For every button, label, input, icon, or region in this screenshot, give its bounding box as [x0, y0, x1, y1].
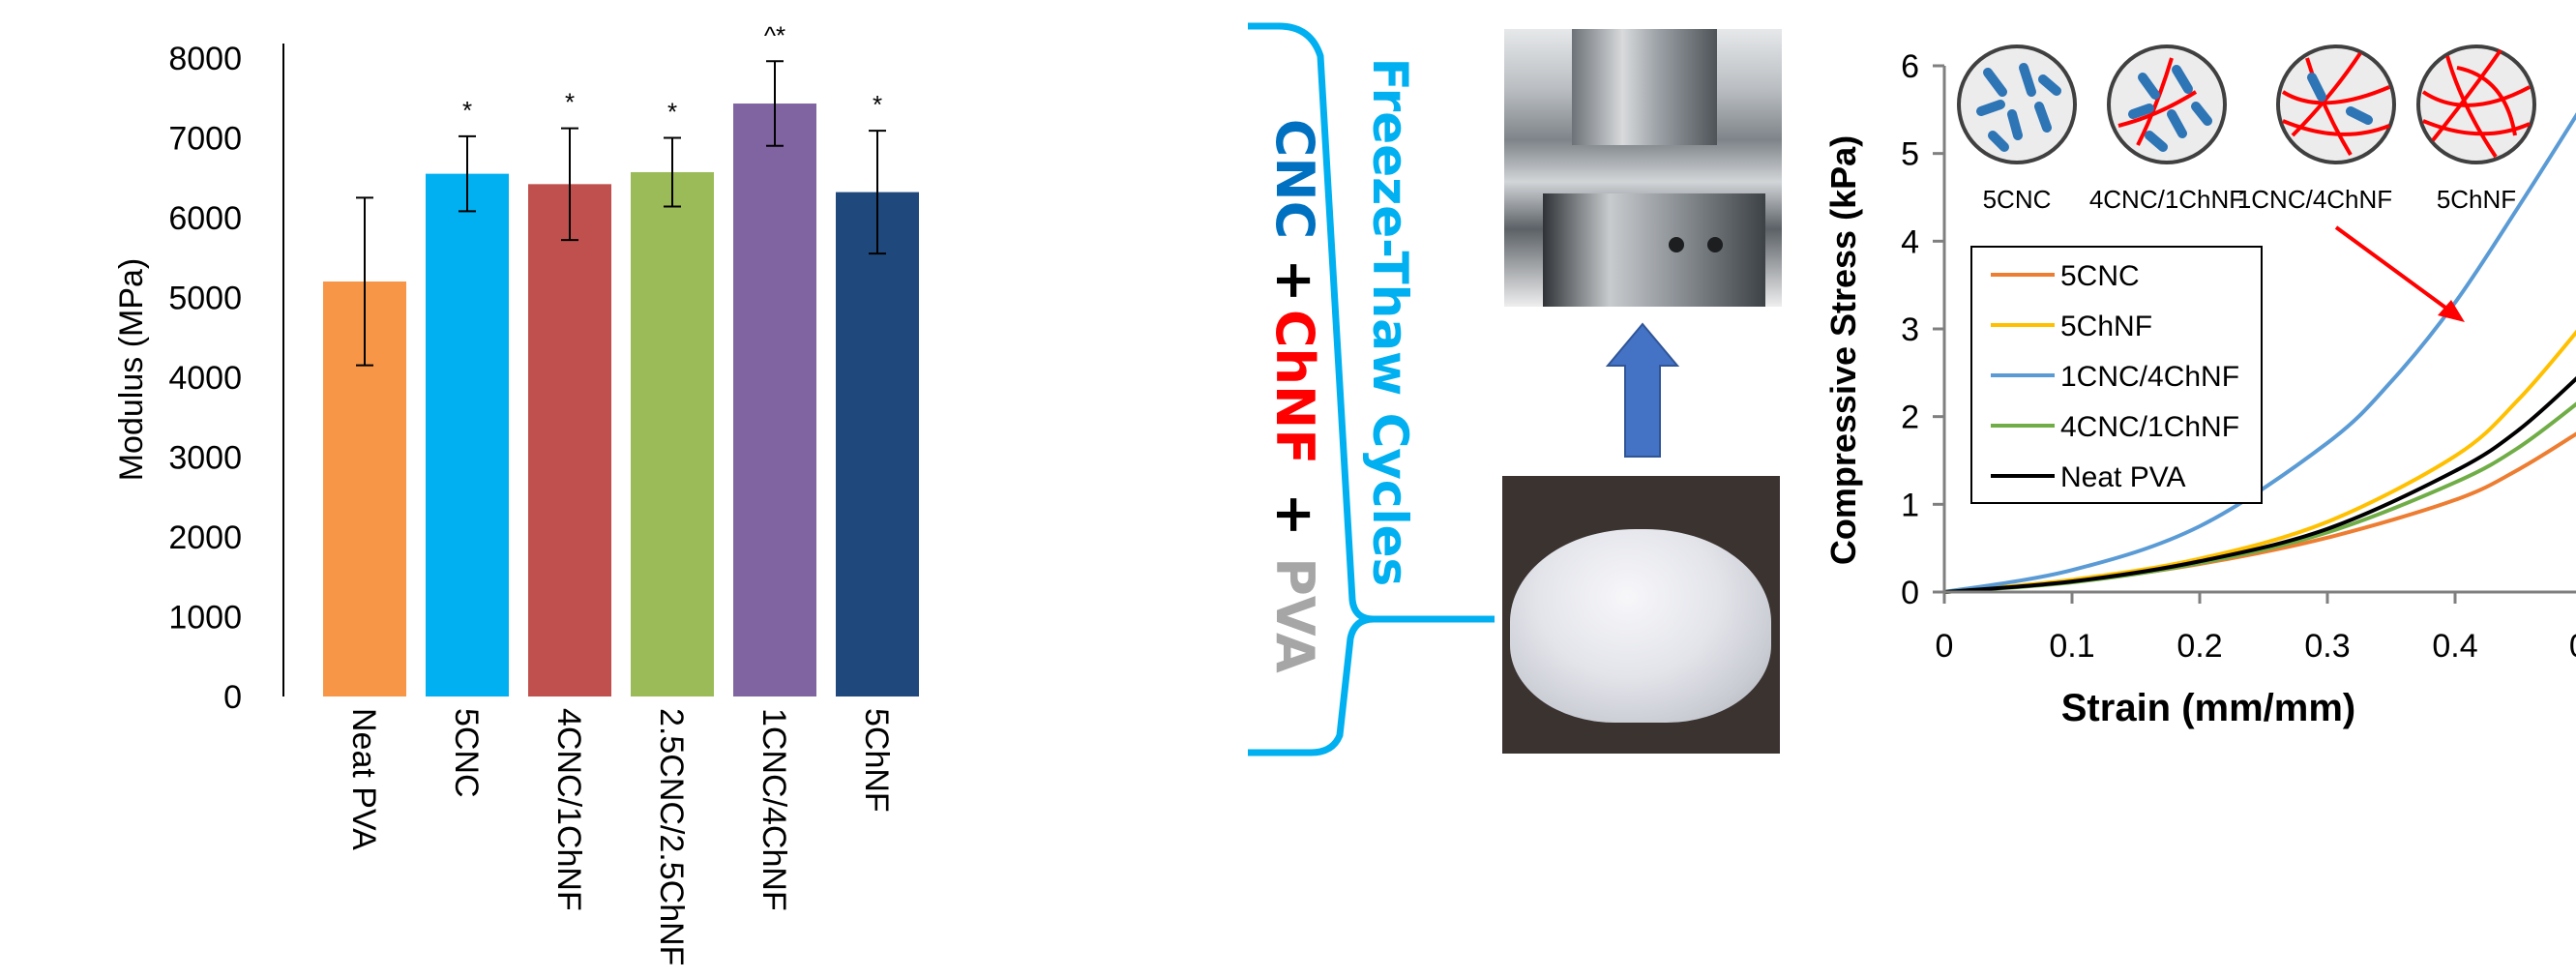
cnc-rods — [2307, 73, 2373, 125]
inset-schematics: 5CNC 4CNC/1ChNF 1CNC/4ChNF 5ChNF — [1957, 44, 2536, 322]
process-diagram: Freeze-Thaw Cycles CNC + ChNF + PVA — [1248, 22, 1680, 756]
bar-chart-x-tick-label: 2.5CNC/2.5ChNF — [653, 708, 690, 965]
legend-label: Neat PVA — [2060, 461, 2186, 493]
bracket — [1248, 22, 1495, 756]
label-plus-2: + — [1264, 492, 1325, 536]
line-chart-x-axis-label: Strain (mm/mm) — [2061, 687, 2356, 729]
bar-chart-y-tick-label: 0 — [223, 679, 242, 716]
bar — [426, 173, 509, 696]
line-chart-y-tick-label: 0 — [1901, 575, 1919, 611]
bar-chart-x-tick-label: Neat PVA — [345, 708, 382, 850]
inset-circle — [2107, 44, 2227, 164]
bar-chart-y-tick-label: 8000 — [168, 41, 242, 77]
bar-chart-x-tick-label: 4CNC/1ChNF — [550, 708, 587, 911]
line-chart-x-tick-label: 0.1 — [2049, 628, 2094, 665]
bar-chart-y-tick-label: 3000 — [168, 440, 242, 477]
line-chart-y-tick-label: 1 — [1901, 487, 1919, 523]
line-chart-legend: 5CNC 5ChNF 1CNC/4ChNF 4CNC/1ChNF Neat PVA — [1970, 246, 2263, 504]
photo-plate — [1543, 193, 1765, 307]
chnf-fibers — [2421, 48, 2531, 159]
photo-hole — [1669, 237, 1684, 252]
inset-1cnc-4chnf — [2276, 44, 2396, 164]
line-chart-x-tick-label: 0. — [2569, 628, 2576, 665]
label-chnf: ChNF — [1264, 310, 1325, 464]
line-chart-x-tick-label: 0.2 — [2176, 628, 2222, 665]
label-plus-1: + — [1264, 258, 1325, 302]
label-pva: PVA — [1264, 557, 1325, 673]
line-chart-x-ticks: 0 0.1 0.2 0.3 0.4 0. — [1936, 592, 2576, 665]
series-line — [1943, 112, 2576, 594]
inset-5chnf — [2416, 44, 2536, 164]
bar-chart-x-tick-label: 1CNC/4ChNF — [755, 708, 792, 911]
bar-chart-x-tick-label: 5ChNF — [858, 708, 895, 813]
line-chart-y-tick-label: 5 — [1901, 136, 1919, 173]
inset-circle — [1957, 44, 2077, 164]
pointer-arrow-head — [2438, 300, 2465, 322]
photo-clamp — [1572, 29, 1717, 145]
line-chart-y-tick-label: 3 — [1901, 311, 1919, 348]
bar-chart-y-tick-label: 1000 — [168, 600, 242, 637]
bar-chart-y-axis-label: Modulus (MPa) — [113, 258, 150, 482]
chnf-fibers — [2117, 57, 2198, 146]
inset-label: 5CNC — [1983, 185, 2052, 214]
significance-marker: ^* — [764, 20, 785, 49]
inset-label: 4CNC/1ChNF — [2089, 185, 2244, 214]
bar — [733, 104, 816, 696]
significance-marker: * — [873, 90, 882, 119]
photo-hole — [1707, 237, 1723, 252]
label-cnc: CNC — [1264, 119, 1325, 239]
line-chart-y-tick-label: 6 — [1901, 48, 1919, 85]
inset-circle — [2276, 44, 2396, 164]
bar — [528, 184, 611, 697]
up-arrow — [1605, 322, 1680, 458]
line-chart-x-tick-label: 0.4 — [2432, 628, 2477, 665]
photo-compression-test — [1504, 29, 1782, 307]
bar-chart-y-tick-label: 2000 — [168, 519, 242, 556]
legend-label: 1CNC/4ChNF — [2060, 361, 2239, 393]
line-chart-x-tick-label: 0.3 — [2304, 628, 2350, 665]
inset-5cnc — [1957, 44, 2077, 164]
line-chart-y-tick-label: 4 — [1901, 223, 1919, 260]
legend-label: 5CNC — [2060, 260, 2140, 292]
label-freeze-thaw: Freeze-Thaw Cycles — [1362, 58, 1418, 587]
line-chart-series — [1943, 112, 2576, 594]
legend-label: 5ChNF — [2060, 311, 2152, 342]
cnc-rods — [1976, 63, 2061, 152]
chnf-fibers — [2281, 51, 2390, 157]
line-chart-x-tick-label: 0 — [1936, 628, 1954, 665]
bar-chart-y-ticks: 0 1000 2000 3000 4000 5000 6000 7000 8000 — [168, 41, 242, 716]
photo-hydrogel-disk — [1510, 529, 1771, 723]
inset-label: 1CNC/4ChNF — [2237, 185, 2392, 214]
photo-hydrogel-sample — [1502, 476, 1780, 754]
bar-chart-bars: * * * ^* * — [323, 20, 919, 697]
significance-marker: * — [565, 88, 575, 117]
bar — [836, 192, 919, 697]
bar — [631, 171, 714, 697]
bar-chart-y-tick-label: 7000 — [168, 121, 242, 158]
composition-label: CNC + ChNF + PVA — [1264, 119, 1325, 673]
line-chart: 0 1 2 3 4 5 6 0 0.1 0.2 0.3 0.4 0. Strain (mm/mm) C… — [1823, 44, 2576, 729]
significance-marker: * — [667, 98, 677, 127]
cnc-rods — [2128, 65, 2212, 152]
bar-chart-x-labels: Neat PVA 5CNC 4CNC/1ChNF 2.5CNC/2.5ChNF 1CNC… — [345, 708, 895, 965]
bar-chart-y-tick-label: 4000 — [168, 360, 242, 397]
inset-4cnc-1chnf — [2107, 44, 2227, 164]
legend-label: 4CNC/1ChNF — [2060, 411, 2239, 443]
significance-marker: * — [462, 96, 472, 125]
pointer-arrow-line — [2334, 225, 2454, 314]
bar-chart-y-tick-label: 6000 — [168, 200, 242, 237]
inset-label: 5ChNF — [2437, 185, 2516, 214]
line-chart-y-axis-label: Compressive Stress (kPa) — [1823, 135, 1863, 565]
line-chart-y-ticks: 0 1 2 3 4 5 6 — [1901, 48, 1944, 611]
bar-chart-x-tick-label: 5CNC — [448, 708, 485, 798]
line-chart-y-tick-label: 2 — [1901, 400, 1919, 436]
bar-chart-y-tick-label: 5000 — [168, 281, 242, 317]
series-line — [1943, 376, 2576, 594]
